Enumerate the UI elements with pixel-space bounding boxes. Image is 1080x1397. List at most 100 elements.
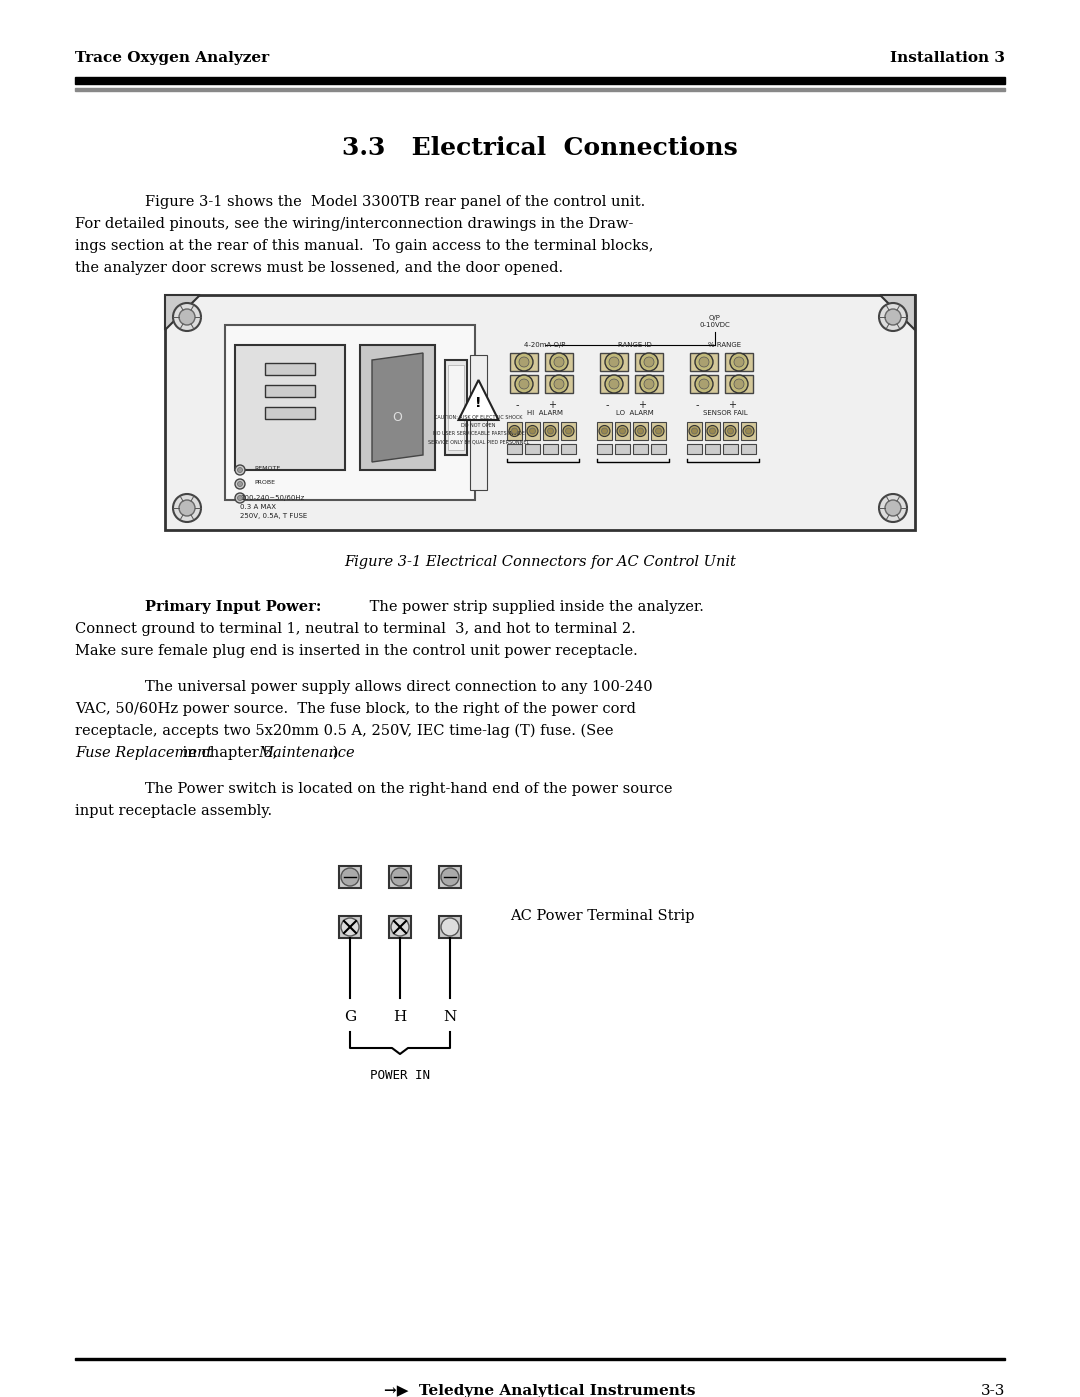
Bar	[597, 444, 612, 454]
Bar	[725, 353, 753, 372]
Text: Trace Oxygen Analyzer: Trace Oxygen Analyzer	[75, 52, 269, 66]
Circle shape	[653, 426, 664, 436]
Circle shape	[734, 379, 744, 388]
Text: 3-3: 3-3	[981, 1384, 1005, 1397]
Circle shape	[235, 465, 245, 475]
Bar	[723, 422, 738, 440]
Circle shape	[554, 358, 564, 367]
Text: Connect ground to terminal 1, neutral to terminal  3, and hot to terminal 2.: Connect ground to terminal 1, neutral to…	[75, 622, 636, 636]
Bar	[543, 422, 558, 440]
Bar	[615, 444, 630, 454]
Bar	[525, 444, 540, 454]
Bar	[507, 422, 522, 440]
Circle shape	[696, 374, 713, 393]
Circle shape	[699, 379, 708, 388]
Bar	[690, 353, 718, 372]
Bar	[545, 374, 573, 393]
Circle shape	[609, 358, 619, 367]
Bar	[600, 374, 627, 393]
Bar	[741, 444, 756, 454]
Bar	[75, 88, 1005, 91]
Text: % RANGE: % RANGE	[708, 342, 742, 348]
Circle shape	[519, 379, 529, 388]
Circle shape	[730, 374, 748, 393]
Bar	[651, 444, 666, 454]
Circle shape	[235, 493, 245, 503]
Circle shape	[696, 353, 713, 372]
Bar	[725, 374, 753, 393]
Text: The Power switch is located on the right-hand end of the power source: The Power switch is located on the right…	[145, 782, 673, 796]
Text: 250V, 0.5A, T FUSE: 250V, 0.5A, T FUSE	[240, 513, 307, 520]
Bar	[545, 353, 573, 372]
Bar	[633, 444, 648, 454]
Circle shape	[743, 426, 754, 436]
Bar	[75, 1358, 1005, 1361]
Bar	[470, 355, 487, 490]
Text: O: O	[392, 411, 403, 425]
Circle shape	[691, 427, 698, 434]
Text: H: H	[393, 1010, 407, 1024]
Bar	[510, 353, 538, 372]
Circle shape	[644, 358, 654, 367]
Circle shape	[509, 426, 519, 436]
Circle shape	[235, 479, 245, 489]
Text: O/P: O/P	[710, 314, 721, 321]
Text: the analyzer door screws must be lossened, and the door opened.: the analyzer door screws must be lossene…	[75, 261, 563, 275]
Bar	[651, 422, 666, 440]
Bar	[723, 444, 738, 454]
Text: Figure 3-1 Electrical Connectors for AC Control Unit: Figure 3-1 Electrical Connectors for AC …	[345, 555, 735, 569]
Text: LO  ALARM: LO ALARM	[616, 409, 653, 416]
Circle shape	[238, 468, 243, 472]
Bar	[360, 345, 435, 469]
Text: +: +	[638, 400, 646, 409]
Text: SENSOR FAIL: SENSOR FAIL	[703, 409, 747, 416]
Circle shape	[885, 500, 901, 515]
Circle shape	[515, 374, 534, 393]
Circle shape	[391, 918, 409, 936]
Bar	[600, 353, 627, 372]
Text: ings section at the rear of this manual.  To gain access to the terminal blocks,: ings section at the rear of this manual.…	[75, 239, 653, 253]
Circle shape	[602, 427, 607, 434]
Polygon shape	[372, 353, 423, 462]
Text: POWER IN: POWER IN	[370, 1069, 430, 1083]
Bar	[438, 916, 461, 937]
Circle shape	[745, 427, 752, 434]
Text: PROBE: PROBE	[254, 481, 275, 485]
Circle shape	[179, 309, 195, 326]
Circle shape	[341, 918, 359, 936]
Bar	[235, 345, 345, 469]
Bar	[265, 407, 315, 419]
Bar	[705, 444, 720, 454]
Text: G: G	[343, 1010, 356, 1024]
Text: Make sure female plug end is inserted in the control unit power receptacle.: Make sure female plug end is inserted in…	[75, 644, 638, 658]
Text: +: +	[548, 400, 556, 409]
Text: !: !	[475, 395, 482, 409]
Bar	[339, 866, 361, 888]
Circle shape	[527, 426, 538, 436]
Circle shape	[707, 426, 718, 436]
Text: HI  ALARM: HI ALARM	[527, 409, 563, 416]
Bar	[438, 866, 461, 888]
Text: The power strip supplied inside the analyzer.: The power strip supplied inside the anal…	[365, 599, 704, 615]
Bar	[633, 422, 648, 440]
Circle shape	[238, 482, 243, 486]
Circle shape	[728, 427, 733, 434]
Circle shape	[179, 500, 195, 515]
Circle shape	[548, 427, 554, 434]
Text: N: N	[444, 1010, 457, 1024]
Bar	[635, 374, 663, 393]
Circle shape	[566, 427, 571, 434]
Text: Maintenance: Maintenance	[258, 746, 354, 760]
Circle shape	[725, 426, 735, 436]
Bar	[635, 353, 663, 372]
Bar	[597, 422, 612, 440]
Text: SERVICE ONLY BY QUAL PIED PERSONNEL: SERVICE ONLY BY QUAL PIED PERSONNEL	[428, 439, 529, 444]
Text: For detailed pinouts, see the wiring/interconnection drawings in the Draw-: For detailed pinouts, see the wiring/int…	[75, 217, 633, 231]
Text: +: +	[728, 400, 735, 409]
Circle shape	[441, 868, 459, 886]
Bar	[705, 422, 720, 440]
Text: -: -	[696, 400, 699, 409]
Circle shape	[640, 374, 658, 393]
Text: DO NOT OPEN: DO NOT OPEN	[461, 423, 496, 427]
Bar	[75, 77, 1005, 84]
